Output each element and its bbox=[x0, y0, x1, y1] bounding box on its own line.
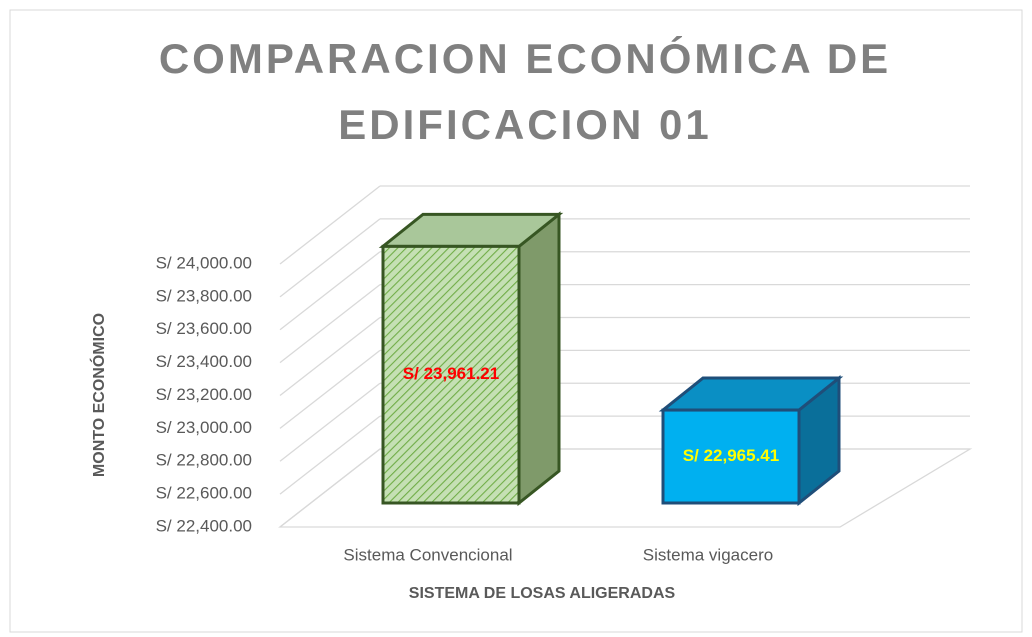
grid-line bbox=[279, 218, 381, 298]
bar bbox=[381, 244, 521, 505]
grid-line bbox=[279, 349, 381, 429]
x-axis-title: SISTEMA DE LOSAS ALIGERADAS bbox=[409, 585, 676, 602]
data-label: S/ 22,965.41 bbox=[683, 446, 779, 465]
grid-line bbox=[279, 448, 381, 528]
y-tick-label: S/ 23,200.00 bbox=[156, 385, 252, 404]
y-tick-label: S/ 23,800.00 bbox=[156, 286, 252, 305]
chart-title: EDIFICACION 01 bbox=[338, 101, 711, 148]
y-tick-label: S/ 24,000.00 bbox=[156, 253, 252, 272]
grid-line bbox=[279, 316, 381, 397]
bar bbox=[661, 408, 801, 505]
y-tick-label: S/ 22,600.00 bbox=[156, 484, 252, 503]
grid-line bbox=[279, 415, 381, 495]
y-tick-label: S/ 23,600.00 bbox=[156, 319, 252, 338]
y-tick-label: S/ 23,400.00 bbox=[156, 352, 252, 371]
grid-line bbox=[279, 382, 381, 462]
grid-line bbox=[279, 284, 381, 364]
y-axis-title: MONTO ECONÓMICO bbox=[89, 313, 108, 477]
grid-line bbox=[279, 185, 381, 265]
grid-line bbox=[279, 251, 381, 331]
data-label: S/ 23,961.21 bbox=[403, 364, 499, 383]
y-tick-label: S/ 22,400.00 bbox=[156, 516, 252, 535]
y-tick-label: S/ 23,000.00 bbox=[156, 418, 252, 437]
y-tick-label: S/ 22,800.00 bbox=[156, 451, 252, 470]
x-tick-label: Sistema vigacero bbox=[643, 545, 773, 564]
chart-title: COMPARACION ECONÓMICA DE bbox=[159, 34, 891, 82]
bar-side bbox=[517, 211, 561, 507]
x-tick-label: Sistema Convencional bbox=[343, 545, 512, 564]
